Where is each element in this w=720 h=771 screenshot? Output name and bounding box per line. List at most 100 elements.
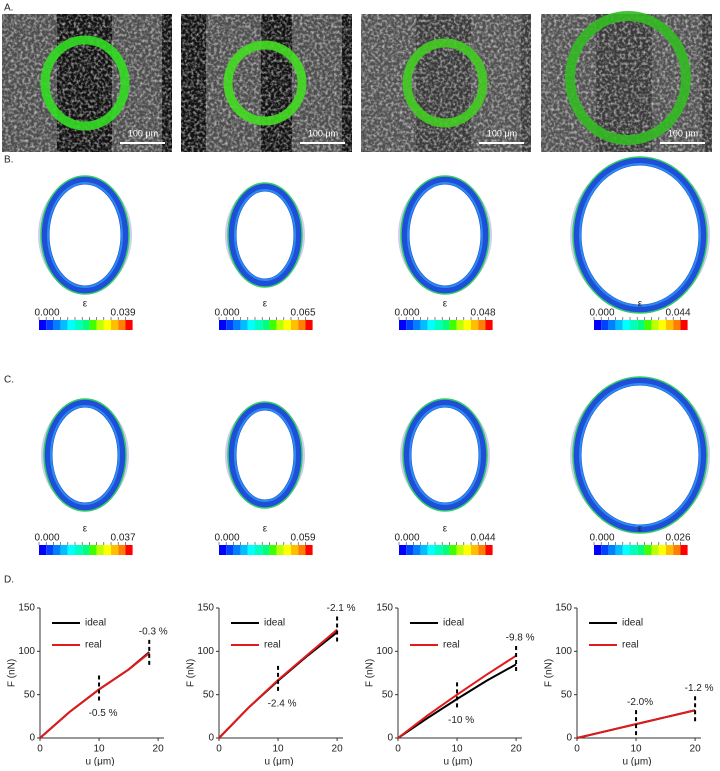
colorbar-cell xyxy=(651,320,659,330)
gel-ring xyxy=(40,35,130,131)
ring-edge xyxy=(43,398,127,512)
colorbar-cell xyxy=(637,320,645,330)
colorbar-max: 0.065 xyxy=(290,308,315,319)
ring xyxy=(227,182,303,288)
colorbar-cell xyxy=(630,545,638,555)
colorbar-cell xyxy=(60,545,68,555)
colorbar-symbol: ε xyxy=(83,299,88,310)
colorbar-cell xyxy=(39,320,47,330)
x-tick-label: 10 xyxy=(630,744,642,755)
colorbar-cell xyxy=(615,545,623,555)
legend-label: ideal xyxy=(443,618,464,629)
ring-edge xyxy=(572,376,708,534)
legend-label: real xyxy=(264,640,281,651)
colorbar-cell xyxy=(608,320,616,330)
colorbar-cell xyxy=(111,320,119,330)
ring-inner xyxy=(234,189,296,281)
ring xyxy=(402,398,488,512)
colorbar-cell xyxy=(399,545,407,555)
x-tick-label: 20 xyxy=(511,744,523,755)
colorbar-cell xyxy=(219,545,227,555)
colorbar-cell xyxy=(485,545,493,555)
annotation: -2.4 % xyxy=(268,699,297,710)
colorbar-cell xyxy=(125,320,133,330)
colorbar-symbol: ε xyxy=(443,524,448,535)
colorbar-cell xyxy=(247,320,255,330)
colorbar-cell xyxy=(219,320,227,330)
ring-edge xyxy=(402,398,488,512)
y-tick-label: 150 xyxy=(197,603,214,614)
colorbar-cell xyxy=(298,320,306,330)
scale-label: 100 μm xyxy=(308,128,338,138)
colorbar-cell xyxy=(442,545,450,555)
colorbar-cell xyxy=(269,545,277,555)
micrograph: 100 μm xyxy=(181,14,352,152)
colorbar-cell xyxy=(233,545,241,555)
colorbar-cell xyxy=(673,545,681,555)
colorbar-min: 0.000 xyxy=(394,308,419,319)
series-line xyxy=(397,663,517,739)
strain-map: 0.000 0.044 ε xyxy=(570,156,710,330)
micrograph: 100 μm xyxy=(2,14,172,152)
colorbar-cell xyxy=(60,320,68,330)
colorbar-cell xyxy=(233,320,241,330)
ring xyxy=(572,376,708,534)
ring-edge xyxy=(227,182,303,288)
series-line xyxy=(39,652,150,739)
colorbar-cell xyxy=(226,545,234,555)
x-tick-label: 0 xyxy=(37,744,43,755)
y-tick-label: 100 xyxy=(376,646,393,657)
colorbar-cell xyxy=(673,320,681,330)
colorbar-min: 0.000 xyxy=(214,308,239,319)
colorbar-cell xyxy=(601,545,609,555)
colorbar-cell xyxy=(680,320,688,330)
colorbar-cell xyxy=(478,545,486,555)
colorbar-symbol: ε xyxy=(638,299,643,310)
x-axis-label: u (μm) xyxy=(264,757,293,766)
colorbar-cell xyxy=(449,545,457,555)
strain-map: 0.000 0.039 ε xyxy=(34,175,136,330)
x-tick-label: 10 xyxy=(93,744,105,755)
strain-map: 0.000 0.065 ε xyxy=(214,182,316,330)
colorbar-cell xyxy=(103,545,111,555)
colorbar-cell xyxy=(75,320,83,330)
colorbar-cell xyxy=(463,545,471,555)
series-line xyxy=(397,654,517,739)
colorbar-max: 0.044 xyxy=(470,533,495,544)
x-tick-label: 10 xyxy=(451,744,463,755)
colorbar-min: 0.000 xyxy=(589,308,614,319)
ring-edge xyxy=(572,156,708,314)
x-axis-label: u (μm) xyxy=(622,757,651,766)
ring-inner xyxy=(47,182,123,288)
gel-ring xyxy=(223,40,307,126)
y-tick-label: 150 xyxy=(555,603,572,614)
ring-edge xyxy=(40,175,130,295)
scale-label: 100 μm xyxy=(487,128,517,138)
strain-map: 0.000 0.048 ε xyxy=(394,175,496,330)
colorbar-cell xyxy=(291,320,299,330)
legend-label: real xyxy=(622,640,639,651)
x-tick-label: 0 xyxy=(395,744,401,755)
colorbar-cell xyxy=(39,545,47,555)
x-tick-label: 0 xyxy=(574,744,580,755)
strain-map: 0.000 0.059 ε xyxy=(214,401,316,555)
x-tick-label: 20 xyxy=(153,744,165,755)
ring-inner xyxy=(407,182,483,288)
annotation: -2.1 % xyxy=(327,603,356,614)
colorbar-cell xyxy=(456,545,464,555)
panel-label: B. xyxy=(4,155,13,166)
colorbar-cell xyxy=(96,320,104,330)
y-tick-label: 0 xyxy=(566,733,572,744)
strain-map: 0.000 0.044 ε xyxy=(394,398,496,555)
colorbar-cell xyxy=(262,320,270,330)
colorbar-cell xyxy=(298,545,306,555)
colorbar-cell xyxy=(420,545,428,555)
x-tick-label: 20 xyxy=(332,744,344,755)
colorbar-cell xyxy=(420,320,428,330)
colorbar-cell xyxy=(413,545,421,555)
ring xyxy=(40,175,130,295)
colorbar-min: 0.000 xyxy=(214,533,239,544)
colorbar-cell xyxy=(427,320,435,330)
colorbar-cell xyxy=(666,545,674,555)
annotation: -9.8 % xyxy=(506,633,535,644)
